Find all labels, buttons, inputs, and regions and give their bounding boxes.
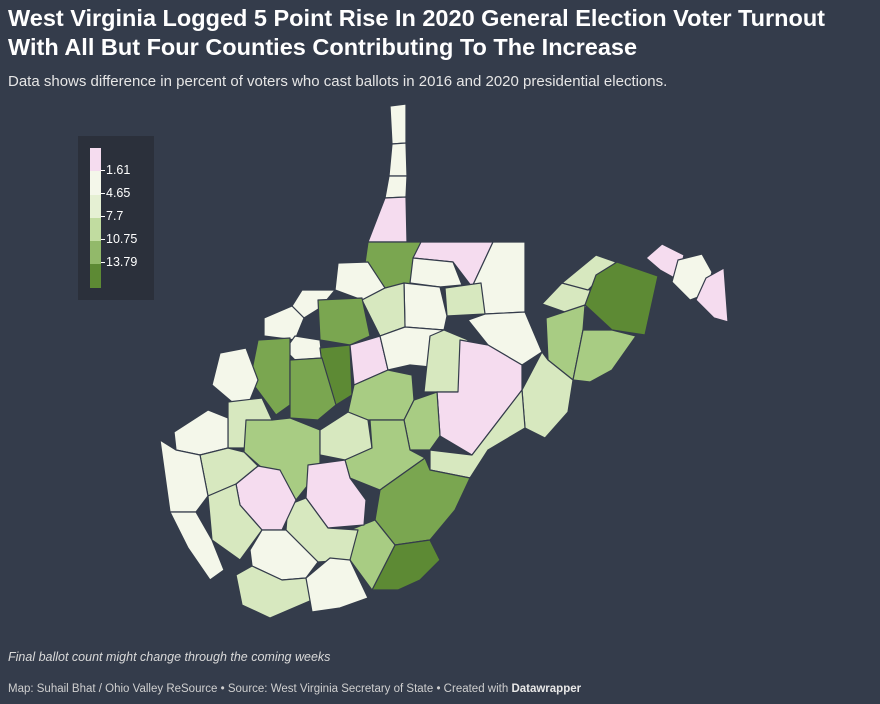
legend-swatch: [90, 241, 101, 265]
credits-footer: Map: Suhail Bhat / Ohio Valley ReSource …: [8, 683, 581, 695]
credits-text: Map: Suhail Bhat / Ohio Valley ReSource …: [8, 683, 512, 695]
county[interactable]: [572, 329, 637, 383]
county[interactable]: [289, 357, 337, 421]
county[interactable]: [291, 289, 336, 319]
legend-tick: [101, 193, 105, 194]
legend-tick: [101, 262, 105, 263]
chart-title: West Virginia Logged 5 Point Rise In 202…: [8, 5, 826, 60]
datawrapper-link[interactable]: Datawrapper: [511, 683, 582, 695]
legend-swatch: [90, 194, 101, 218]
county[interactable]: [344, 419, 426, 491]
legend-label: 13.79: [106, 255, 138, 269]
legend: 1.61 4.65 7.7 10.75 13.79: [78, 136, 154, 300]
county[interactable]: [403, 282, 448, 331]
county[interactable]: [367, 196, 408, 243]
legend-color-bar: [90, 148, 101, 288]
legend-label: 1.61: [106, 163, 131, 177]
county[interactable]: [444, 282, 486, 317]
legend-label: 4.65: [106, 186, 131, 200]
legend-tick: [101, 170, 105, 171]
county[interactable]: [389, 103, 407, 145]
legend-swatch: [90, 171, 101, 195]
legend-tick: [101, 239, 105, 240]
county[interactable]: [173, 409, 229, 456]
footnote: Final ballot count might change through …: [8, 650, 331, 664]
legend-label: 7.7: [106, 209, 124, 223]
county[interactable]: [317, 297, 371, 346]
county[interactable]: [412, 241, 494, 288]
county[interactable]: [263, 305, 305, 341]
county[interactable]: [521, 351, 574, 439]
county[interactable]: [169, 511, 225, 581]
legend-swatch: [90, 148, 101, 172]
county[interactable]: [409, 257, 463, 288]
chart-subtitle: Data shows difference in percent of vote…: [8, 73, 668, 90]
legend-swatch: [90, 217, 101, 242]
county[interactable]: [305, 557, 369, 613]
county[interactable]: [388, 142, 408, 177]
legend-label: 10.75: [106, 232, 138, 246]
county[interactable]: [384, 175, 408, 199]
legend-swatch: [90, 264, 101, 288]
county[interactable]: [695, 267, 729, 323]
county[interactable]: [211, 347, 259, 403]
county-map: [159, 103, 729, 619]
legend-tick: [101, 216, 105, 217]
county[interactable]: [361, 282, 406, 337]
